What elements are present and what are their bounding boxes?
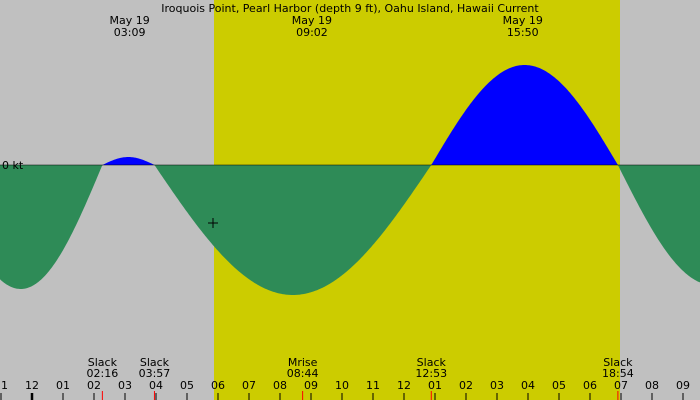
slack-label: Slack <box>88 356 118 369</box>
peak-time-label: 09:02 <box>296 26 328 39</box>
slack-time-label: 02:16 <box>87 367 119 380</box>
slack-label: Slack <box>140 356 170 369</box>
ebb-area <box>0 165 700 295</box>
hour-tick-label: 03 <box>118 379 132 392</box>
crosshair-marker <box>208 218 218 228</box>
hour-tick-label: 09 <box>676 379 690 392</box>
slack-label: Slack <box>603 356 633 369</box>
hour-tick-label: 05 <box>552 379 566 392</box>
hour-tick-label: 02 <box>459 379 473 392</box>
current-area-layer <box>0 65 700 295</box>
hour-tick-label: 05 <box>180 379 194 392</box>
hour-tick-label: 12 <box>397 379 411 392</box>
hour-tick-label: 11 <box>0 379 8 392</box>
hour-tick-label: 06 <box>583 379 597 392</box>
chart-title: Iroquois Point, Pearl Harbor (depth 9 ft… <box>161 2 539 15</box>
hour-tick-label: 02 <box>87 379 101 392</box>
hour-tick-label: 01 <box>56 379 70 392</box>
peak-time-label: 03:09 <box>114 26 146 39</box>
hour-tick-label: 04 <box>521 379 535 392</box>
hour-tick-label: 08 <box>273 379 287 392</box>
slack-time-label: 03:57 <box>139 367 171 380</box>
zero-kt-label: 0 kt <box>2 159 24 172</box>
hour-tick-label: 08 <box>645 379 659 392</box>
slack-time-label: 18:54 <box>602 367 634 380</box>
hour-axis: 11 12 01 02 03 04 05 06 07 08 09 10 11 12 01 02 03 04 05 06… <box>0 379 690 400</box>
hour-tick-label: 09 <box>304 379 318 392</box>
hour-tick-label: 07 <box>242 379 256 392</box>
peak-time-label: 15:50 <box>507 26 539 39</box>
hour-tick-label: 06 <box>211 379 225 392</box>
hour-tick-label: 11 <box>366 379 380 392</box>
slack-time-label: 12:53 <box>415 367 447 380</box>
hour-tick-label: 04 <box>149 379 163 392</box>
peak-date-label: May 19 <box>110 14 150 27</box>
hour-tick-label: 07 <box>614 379 628 392</box>
slack-label: Slack <box>417 356 447 369</box>
peak-date-label: May 19 <box>503 14 543 27</box>
hour-tick-label: 10 <box>335 379 349 392</box>
peak-date-label: May 19 <box>292 14 332 27</box>
hour-tick-label: 12 <box>25 379 39 392</box>
event-labels: Slack02:16Slack03:57Slack12:53Slack18:54… <box>87 356 634 400</box>
moonrise-label: Mrise <box>288 356 318 369</box>
moonrise-time-label: 08:44 <box>287 367 319 380</box>
hour-tick-label: 01 <box>428 379 442 392</box>
flood-area <box>0 65 700 165</box>
hour-tick-label: 03 <box>490 379 504 392</box>
